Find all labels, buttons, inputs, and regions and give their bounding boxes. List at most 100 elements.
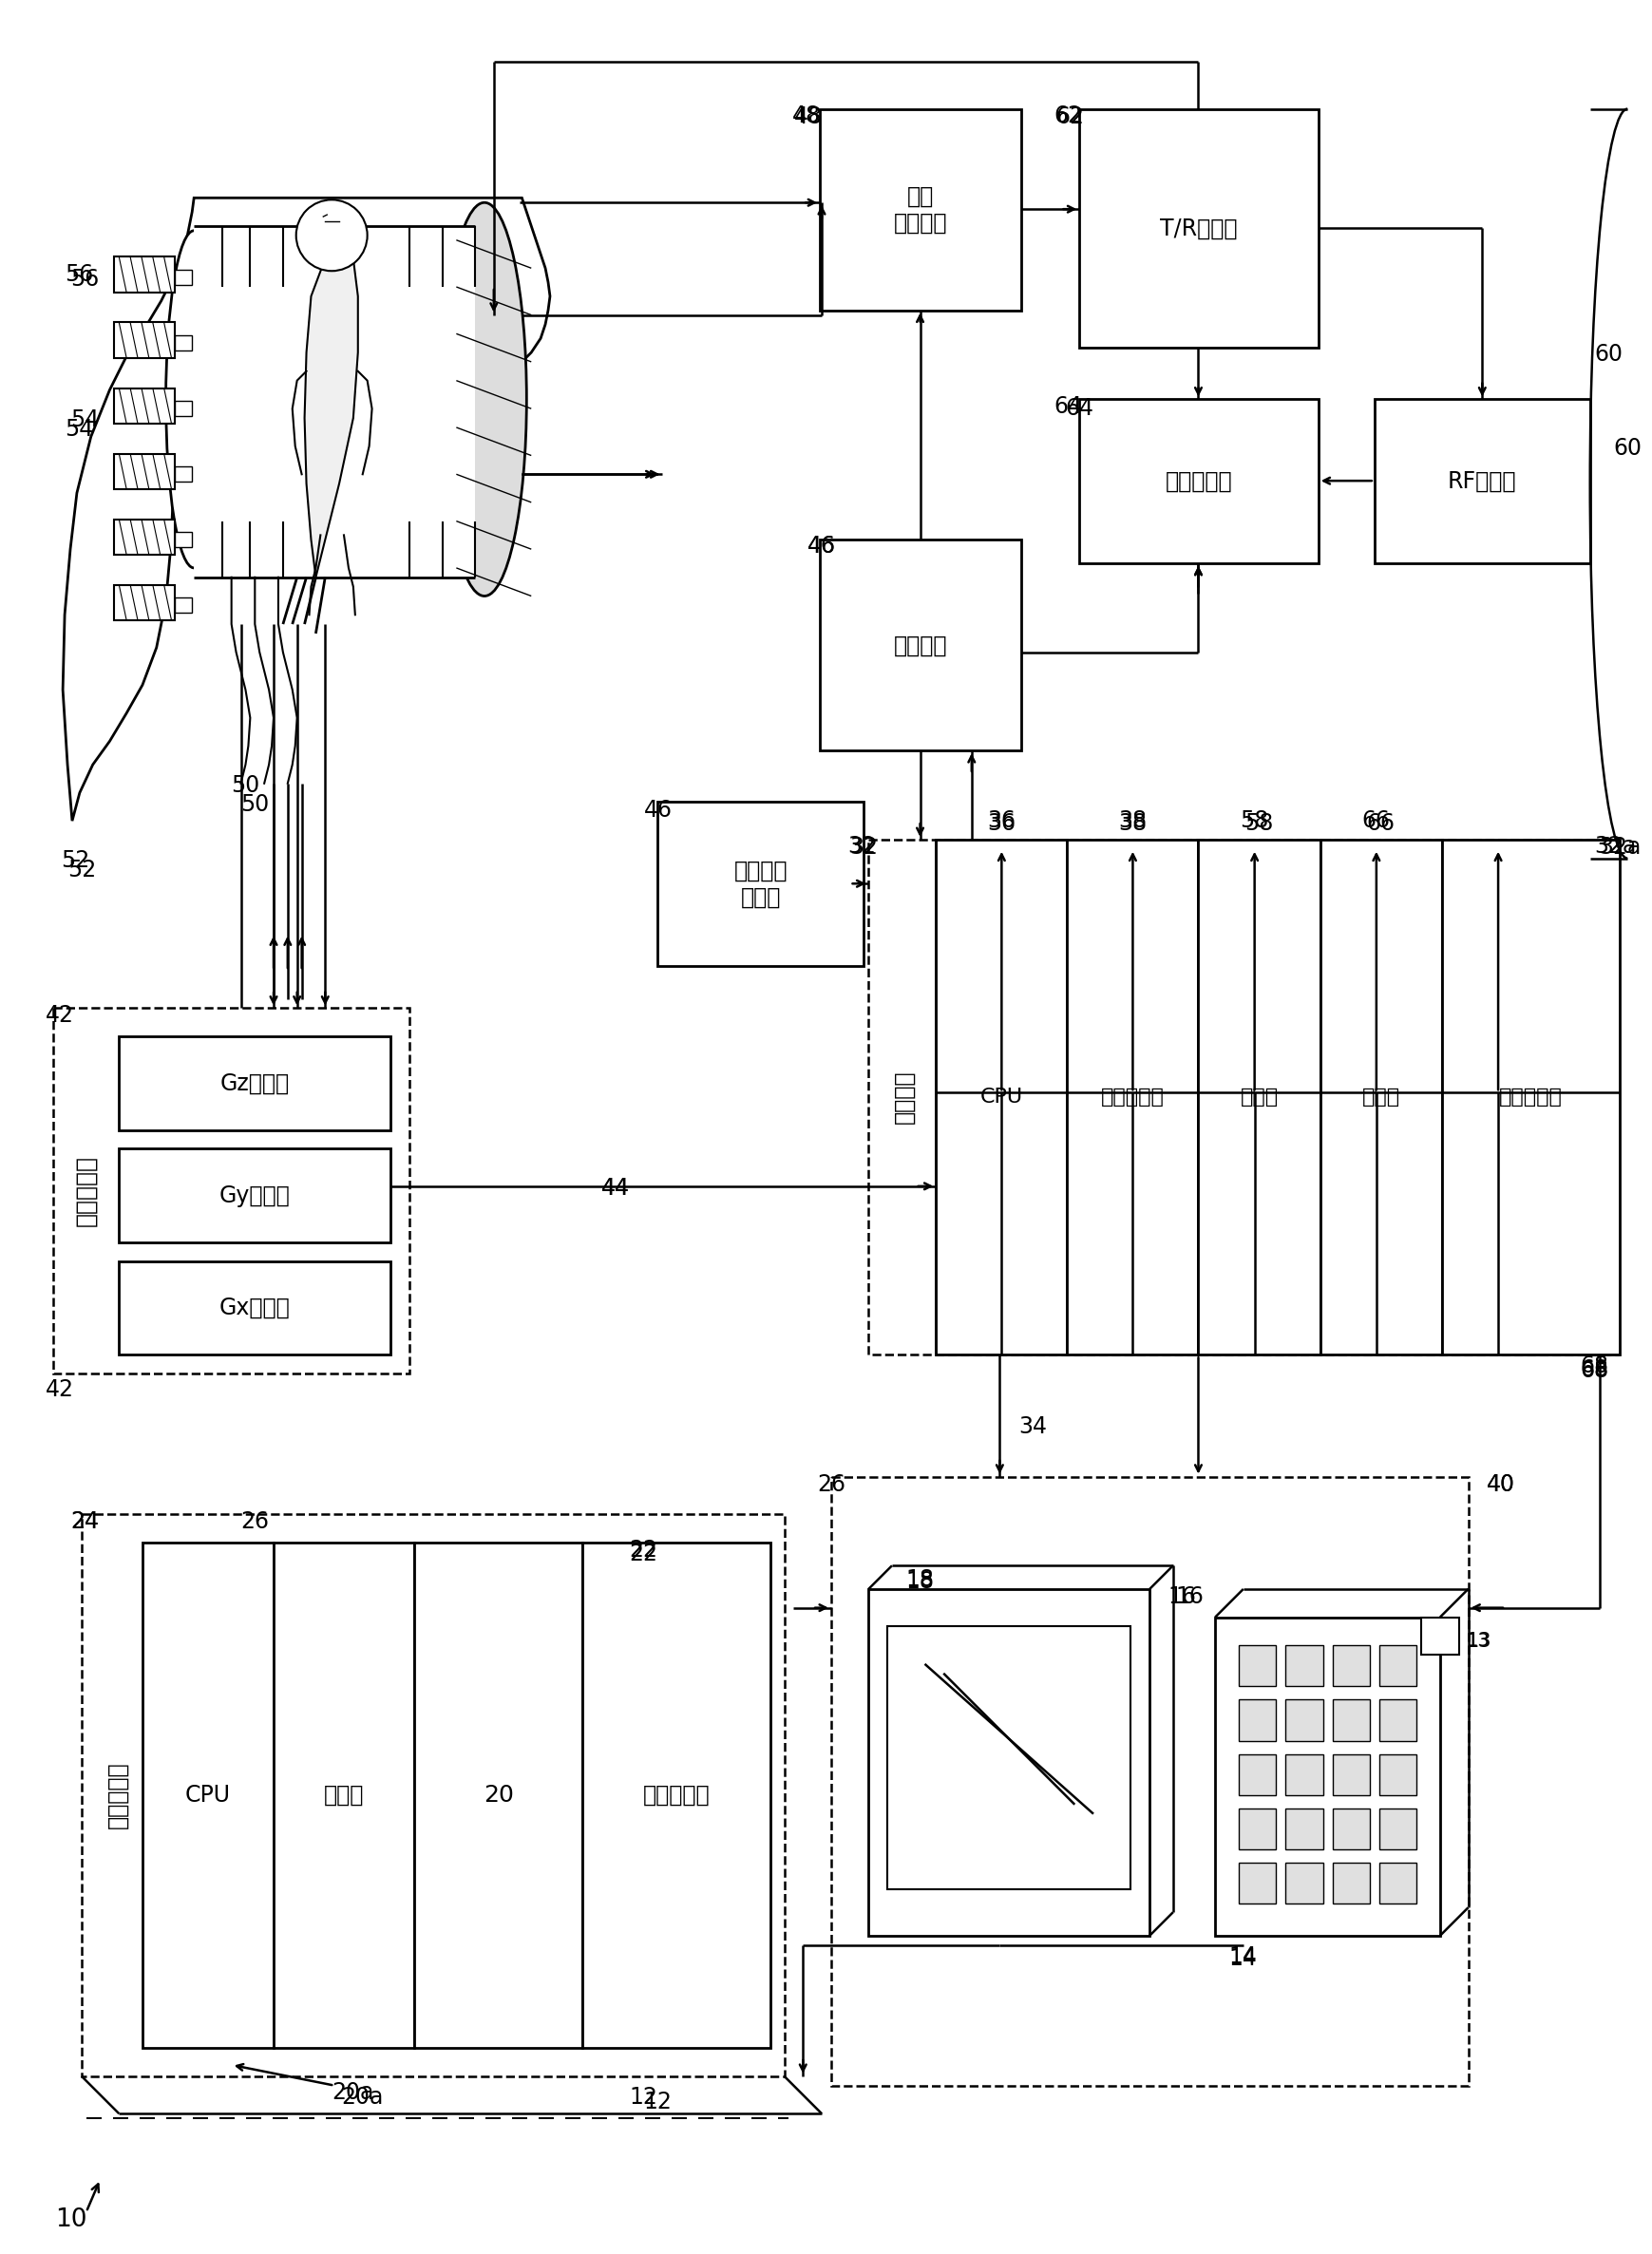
Text: 16: 16 xyxy=(1168,1585,1196,1607)
Bar xyxy=(1374,399,1589,564)
Bar xyxy=(937,838,1067,1355)
Text: 24: 24 xyxy=(71,1510,99,1533)
Bar xyxy=(1239,1862,1275,1905)
Bar xyxy=(119,1150,392,1242)
Text: 32: 32 xyxy=(847,834,877,859)
Bar xyxy=(1333,1645,1370,1686)
Text: 听觉
放大系统: 听觉 放大系统 xyxy=(894,185,947,234)
Text: 68: 68 xyxy=(1581,1359,1609,1382)
Text: 计算机系统: 计算机系统 xyxy=(106,1763,129,1828)
Bar xyxy=(1067,838,1198,1355)
Text: 46: 46 xyxy=(808,534,836,559)
Bar xyxy=(175,401,192,417)
Text: Gy放大器: Gy放大器 xyxy=(220,1183,291,1206)
Ellipse shape xyxy=(443,203,527,595)
Text: 54: 54 xyxy=(64,417,94,442)
Text: 34: 34 xyxy=(1019,1416,1047,1438)
Bar xyxy=(1379,1700,1417,1740)
Text: 22: 22 xyxy=(629,1542,657,1564)
Bar xyxy=(1333,1700,1370,1740)
Bar xyxy=(193,225,476,577)
Text: 20a: 20a xyxy=(332,2080,375,2103)
Circle shape xyxy=(296,201,367,270)
Text: 收发器: 收发器 xyxy=(1241,1089,1279,1107)
Bar xyxy=(53,1008,410,1373)
Text: 24: 24 xyxy=(71,1510,99,1533)
Text: 脉冲生成器: 脉冲生成器 xyxy=(1100,1089,1165,1107)
Text: 56: 56 xyxy=(64,264,94,286)
Text: 系统控制: 系统控制 xyxy=(892,1071,915,1125)
Bar xyxy=(1198,838,1320,1355)
Text: 32a: 32a xyxy=(1599,836,1642,859)
Text: 14: 14 xyxy=(1229,1947,1257,1970)
Bar xyxy=(1239,1754,1275,1794)
Text: 58: 58 xyxy=(1241,809,1269,832)
Polygon shape xyxy=(304,255,358,577)
Bar xyxy=(175,597,192,613)
Bar xyxy=(1333,1808,1370,1851)
Text: 梯度放大器: 梯度放大器 xyxy=(74,1156,97,1226)
Bar xyxy=(869,838,1617,1355)
Text: 40: 40 xyxy=(1487,1472,1515,1497)
Text: 32a: 32a xyxy=(1594,834,1637,859)
Bar xyxy=(1285,1700,1323,1740)
Bar xyxy=(1379,1645,1417,1686)
Text: 20: 20 xyxy=(484,1783,514,1805)
Text: 36: 36 xyxy=(988,809,1016,832)
Text: Gz放大器: Gz放大器 xyxy=(220,1071,289,1095)
Bar xyxy=(1285,1808,1323,1851)
Text: 38: 38 xyxy=(1118,811,1146,834)
Text: 68: 68 xyxy=(1581,1355,1609,1377)
Text: 10: 10 xyxy=(55,2207,88,2231)
Bar xyxy=(114,322,175,358)
Text: CPU: CPU xyxy=(185,1783,231,1805)
Text: 18: 18 xyxy=(905,1571,935,1594)
Text: 18: 18 xyxy=(905,1569,935,1591)
Text: 42: 42 xyxy=(46,1003,74,1026)
Text: 52: 52 xyxy=(61,850,89,872)
Text: 56: 56 xyxy=(71,268,99,291)
Bar xyxy=(175,532,192,548)
Bar xyxy=(1379,1862,1417,1905)
Text: 36: 36 xyxy=(988,811,1016,834)
Text: RF放大器: RF放大器 xyxy=(1447,469,1517,494)
Text: 40: 40 xyxy=(1487,1472,1515,1497)
Text: 64: 64 xyxy=(1066,397,1094,419)
Text: 扫描接口: 扫描接口 xyxy=(894,633,947,656)
Text: 60: 60 xyxy=(1594,343,1622,365)
Bar xyxy=(175,270,192,284)
Text: 68: 68 xyxy=(1581,1359,1609,1382)
Text: 66: 66 xyxy=(1366,811,1396,834)
Text: 前置放大器: 前置放大器 xyxy=(1165,469,1232,494)
Bar xyxy=(1320,838,1442,1355)
Bar xyxy=(1079,399,1318,564)
Polygon shape xyxy=(63,198,550,820)
Text: 50: 50 xyxy=(241,793,269,816)
Bar xyxy=(175,336,192,352)
Text: 66: 66 xyxy=(1363,809,1391,832)
Bar xyxy=(1421,1616,1459,1654)
Text: 存储器: 存储器 xyxy=(1361,1089,1401,1107)
Bar xyxy=(415,1542,583,2049)
Text: 44: 44 xyxy=(601,1177,629,1199)
Bar xyxy=(1239,1645,1275,1686)
Bar xyxy=(583,1542,770,2049)
Bar xyxy=(831,1476,1469,2085)
Text: 44: 44 xyxy=(601,1177,629,1199)
Text: 58: 58 xyxy=(1246,811,1274,834)
Text: 54: 54 xyxy=(71,408,99,431)
Bar xyxy=(114,453,175,489)
Text: 48: 48 xyxy=(793,106,823,128)
Bar xyxy=(1285,1645,1323,1686)
Bar xyxy=(869,1589,1150,1936)
Text: 52: 52 xyxy=(68,859,96,881)
Bar xyxy=(81,1515,785,2076)
Text: 50: 50 xyxy=(231,773,259,798)
Bar xyxy=(1442,838,1621,1355)
Bar xyxy=(1239,1700,1275,1740)
Text: 26: 26 xyxy=(816,1472,846,1497)
Text: 62: 62 xyxy=(1056,106,1084,128)
Text: 60: 60 xyxy=(1614,437,1642,460)
Bar xyxy=(1379,1808,1417,1851)
Text: 22: 22 xyxy=(629,1539,657,1562)
